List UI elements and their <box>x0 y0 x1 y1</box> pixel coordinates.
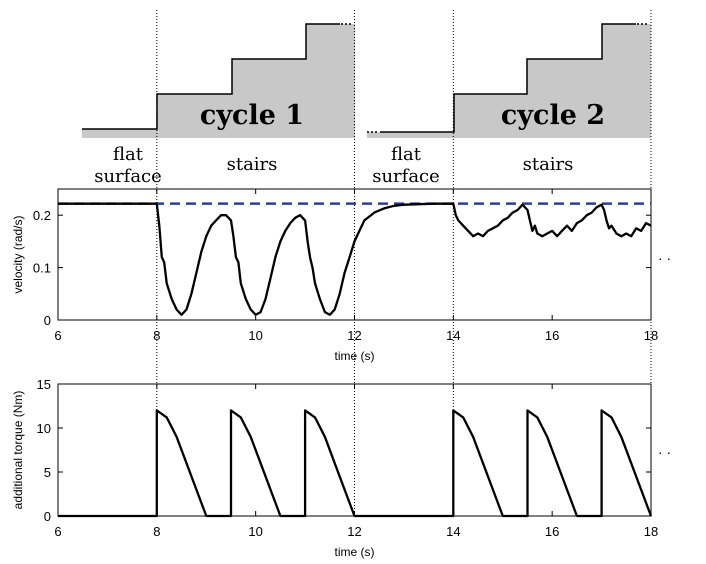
y-tick-label: 0.1 <box>33 261 51 276</box>
x-tick-label: 14 <box>446 328 460 343</box>
phase-dividers <box>156 10 652 516</box>
terrain-diagram: cycle 1 cycle 2 <box>82 23 651 138</box>
region-label-line: flat <box>113 144 144 165</box>
y-tick-label: 0 <box>44 313 51 328</box>
x-axis-label: time (s) <box>335 545 375 559</box>
region-label-stairs-1: stairs <box>227 154 278 175</box>
cycle-2-label: cycle 2 <box>501 100 605 131</box>
x-tick-label: 8 <box>153 524 160 539</box>
x-tick-label: 6 <box>54 524 61 539</box>
y-tick-label: 5 <box>44 465 51 480</box>
region-label-line: stairs <box>227 154 278 175</box>
terrain-cycle-1 <box>82 24 355 138</box>
continuation-mark-top: · · <box>658 250 671 266</box>
region-label-line: stairs <box>523 154 574 175</box>
x-tick-label: 14 <box>446 524 460 539</box>
y-tick-label: 10 <box>37 421 51 436</box>
region-label-flat-1: flat surface <box>94 144 162 187</box>
torque-chart: 6 8 10 12 14 16 18 0 5 10 15 time (s) additional tor… <box>11 377 658 559</box>
y-tick-label: 0.2 <box>33 208 51 223</box>
x-tick-label: 18 <box>644 328 658 343</box>
region-label-line: surface <box>94 166 162 187</box>
region-label-line: flat <box>391 144 422 165</box>
x-tick-label: 16 <box>545 524 559 539</box>
region-label-stairs-2: stairs <box>523 154 574 175</box>
x-tick-label: 18 <box>644 524 658 539</box>
terrain-outline-1 <box>82 23 340 130</box>
continuation-mark-bottom: · · <box>658 444 671 460</box>
series-line <box>58 202 652 316</box>
y-axis-label: additional torque (Nm) <box>11 391 25 510</box>
x-tick-label: 12 <box>347 524 361 539</box>
x-tick-label: 12 <box>347 328 361 343</box>
x-tick-label: 6 <box>54 328 61 343</box>
region-labels: flat surface stairs flat surface stairs <box>94 144 573 187</box>
x-tick-label: 8 <box>153 328 160 343</box>
region-label-line: surface <box>372 166 440 187</box>
terrain-cycle-2 <box>367 24 651 138</box>
x-tick-label: 16 <box>545 328 559 343</box>
cycle-1-label: cycle 1 <box>200 100 304 131</box>
region-label-flat-2: flat surface <box>372 144 440 187</box>
x-tick-label: 10 <box>248 524 262 539</box>
series-line <box>58 409 653 518</box>
terrain-outline-2 <box>380 23 636 133</box>
y-tick-label: 15 <box>37 377 51 392</box>
y-axis-label: velocity (rad/s) <box>11 215 25 293</box>
x-tick-label: 10 <box>248 328 262 343</box>
y-tick-label: 0 <box>44 509 51 524</box>
